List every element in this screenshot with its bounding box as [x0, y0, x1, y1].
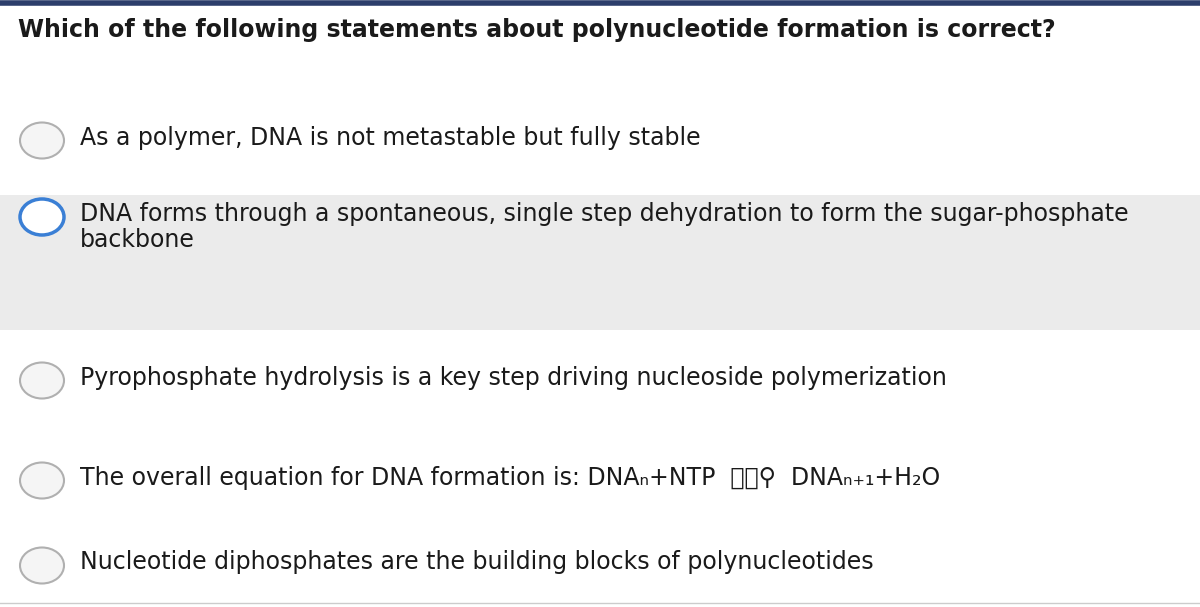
Ellipse shape — [20, 463, 64, 498]
Text: Nucleotide diphosphates are the building blocks of polynucleotides: Nucleotide diphosphates are the building… — [80, 551, 874, 574]
Text: backbone: backbone — [80, 228, 194, 252]
Ellipse shape — [20, 548, 64, 583]
FancyBboxPatch shape — [0, 195, 1200, 330]
Text: DNA forms through a spontaneous, single step dehydration to form the sugar-phosp: DNA forms through a spontaneous, single … — [80, 202, 1129, 226]
Text: The overall equation for DNA formation is: DNAₙ+NTP  📄📄⚲  DNAₙ₊₁+H₂O: The overall equation for DNA formation i… — [80, 466, 941, 489]
Text: As a polymer, DNA is not metastable but fully stable: As a polymer, DNA is not metastable but … — [80, 126, 701, 149]
Ellipse shape — [20, 199, 64, 235]
Text: Pyrophosphate hydrolysis is a key step driving nucleoside polymerization: Pyrophosphate hydrolysis is a key step d… — [80, 365, 947, 390]
Ellipse shape — [20, 362, 64, 399]
Ellipse shape — [20, 123, 64, 158]
Text: Which of the following statements about polynucleotide formation is correct?: Which of the following statements about … — [18, 18, 1056, 42]
